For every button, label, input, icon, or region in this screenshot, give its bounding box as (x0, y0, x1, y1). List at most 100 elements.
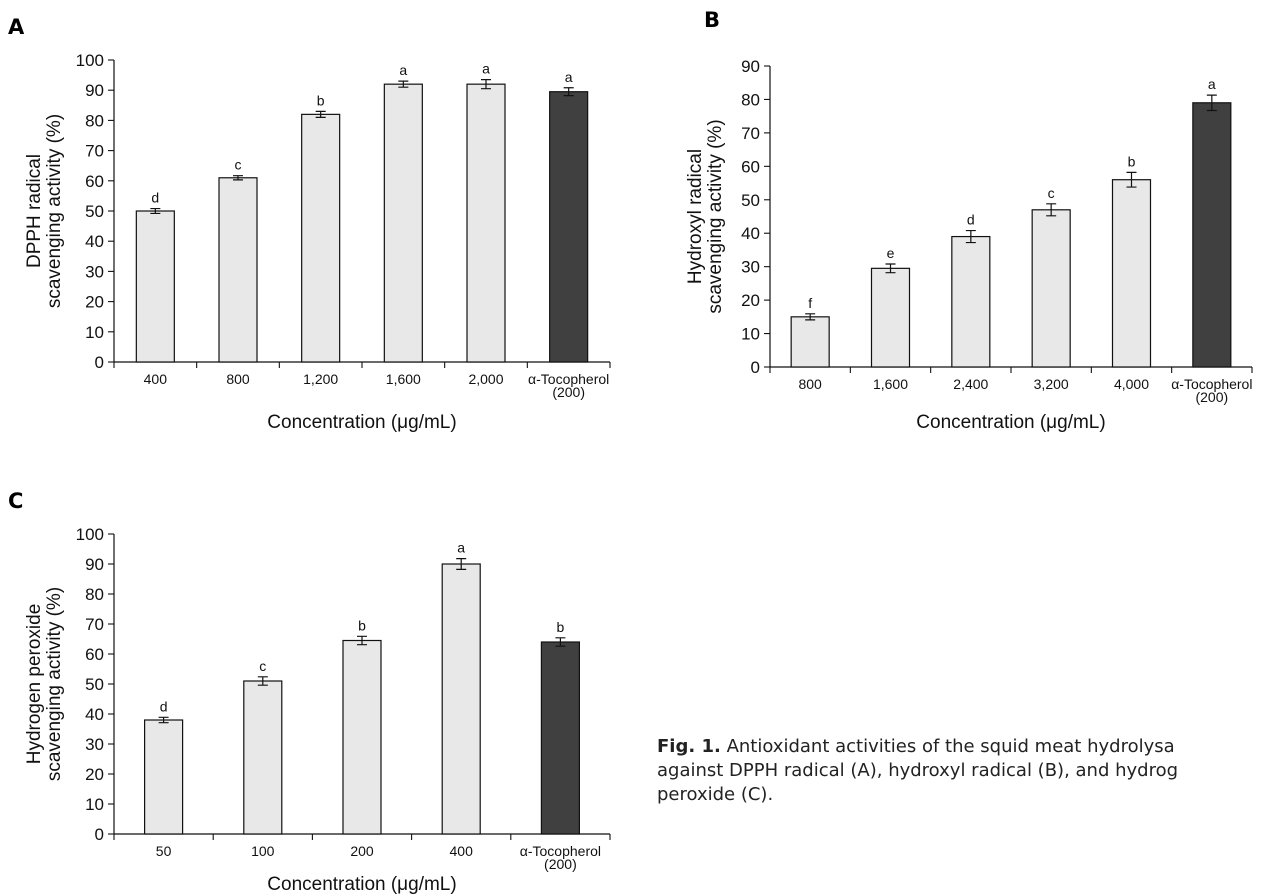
significance-letter: d (160, 698, 168, 714)
significance-letter: b (358, 617, 366, 633)
y-tick-label: 50 (85, 202, 104, 221)
y-axis-title-line: Hydroxyl radical (685, 149, 706, 284)
y-tick-label: 60 (741, 157, 760, 176)
significance-letter: b (1128, 153, 1136, 169)
y-tick-label: 60 (85, 645, 104, 664)
y-axis-title-line: Hydrogen peroxide (24, 604, 45, 765)
y-axis-title: DPPH radical scavenging activity (%) (24, 114, 65, 308)
y-tick-label: 10 (85, 323, 104, 342)
sample-bar (951, 235, 991, 368)
y-tick-label: 30 (741, 258, 760, 277)
x-tick-label: 4,000 (1114, 376, 1149, 392)
x-tick-label: 100 (251, 843, 275, 859)
y-tick-label: 50 (85, 675, 104, 694)
y-tick-label: 0 (95, 353, 104, 372)
control-bar (549, 91, 589, 363)
error-bar (150, 207, 161, 215)
error-bar (965, 229, 976, 244)
chart-hydroxyl: 0 10 20 30 40 50 60 70 80 90 f 800 e 1,600 d 2,400 c 3,20… (685, 57, 1253, 433)
sample-bar (1031, 209, 1071, 368)
error-bar (555, 637, 566, 647)
x-tick-label: 400 (450, 843, 474, 859)
sample-bar (383, 83, 423, 363)
x-tick-label: 1,200 (303, 371, 338, 387)
y-axis-title: Hydroxyl radical scavenging activity (%) (685, 119, 726, 313)
significance-letter: a (1208, 76, 1216, 92)
significance-letter: a (399, 62, 407, 78)
x-tick-label: 800 (798, 376, 822, 392)
sample-bar (243, 680, 283, 835)
significance-letter: c (259, 658, 266, 674)
x-tick-label: 2,000 (468, 371, 503, 387)
error-bar (158, 716, 169, 724)
control-bar (1192, 102, 1232, 368)
sample-bar (1111, 179, 1152, 368)
sample-bar (441, 563, 481, 835)
caption-line-2: against DPPH radical (A), hydroxyl radic… (657, 760, 1179, 781)
sample-bar (135, 210, 175, 363)
significance-letter: e (887, 245, 895, 261)
y-tick-label: 100 (76, 525, 104, 544)
y-tick-label: 80 (741, 90, 760, 109)
y-tick-label: 20 (741, 291, 760, 310)
y-tick-label: 100 (76, 51, 104, 70)
y-tick-label: 70 (85, 615, 104, 634)
caption-line-3: peroxide (C). (657, 784, 774, 805)
y-tick-label: 0 (751, 358, 760, 377)
error-bar (233, 175, 243, 181)
x-tick-label: (200) (552, 384, 585, 400)
significance-letter: d (151, 190, 159, 206)
significance-letter: d (967, 212, 975, 228)
error-bar (456, 558, 467, 570)
error-bar (315, 110, 326, 118)
error-bar (1206, 94, 1217, 112)
error-bar (398, 80, 409, 88)
x-tick-label: 200 (350, 843, 374, 859)
y-tick-label: 50 (741, 191, 760, 210)
y-axis-title-line: scavenging activity (%) (44, 114, 65, 308)
y-tick-label: 40 (741, 224, 760, 243)
y-axis-title-line: DPPH radical (24, 154, 45, 268)
y-tick-label: 0 (95, 825, 104, 844)
x-tick-label: 800 (226, 371, 250, 387)
chart-hydrogen-peroxide: 0 10 20 30 40 50 60 70 80 90 100 d 50 c 100 b 200 a 400 b α-… (24, 525, 611, 895)
x-tick-label: (200) (544, 856, 577, 872)
y-tick-label: 90 (85, 555, 104, 574)
y-tick-label: 20 (85, 293, 104, 312)
sample-bar (790, 316, 830, 368)
figure-caption: Fig. 1. Antioxidant activities of the sq… (657, 735, 1263, 807)
sample-bar (466, 83, 506, 363)
x-tick-label: 50 (156, 843, 172, 859)
chart-dpph: 0 10 20 30 40 50 60 70 80 90 100 d 400 c 800 b 1,200 a 1,6… (24, 51, 611, 433)
y-tick-label: 20 (85, 765, 104, 784)
x-tick-label: 2,400 (953, 376, 988, 392)
error-bar (357, 635, 367, 646)
y-tick-label: 80 (85, 585, 104, 604)
y-tick-label: 30 (85, 262, 104, 281)
x-tick-label: α-Tocopherol (528, 371, 609, 387)
error-bar (805, 313, 816, 321)
y-tick-label: 80 (85, 111, 104, 130)
caption-label: Fig. 1. (657, 736, 721, 757)
panel-letter-a: A (8, 15, 25, 39)
sample-bar (218, 177, 258, 363)
error-bar (257, 676, 268, 686)
x-tick-label: 1,600 (873, 376, 908, 392)
error-bar (481, 79, 491, 90)
x-tick-label: α-Tocopherol (1171, 376, 1252, 392)
significance-letter: b (557, 619, 565, 635)
significance-letter: c (235, 157, 242, 173)
y-tick-label: 70 (741, 124, 760, 143)
x-axis-title: Concentration (μg/mL) (267, 874, 456, 895)
significance-letter: a (565, 69, 573, 85)
x-tick-label: 1,600 (386, 371, 421, 387)
sample-bar (301, 113, 341, 363)
error-bar (1126, 171, 1137, 188)
y-tick-label: 30 (85, 735, 104, 754)
significance-letter: f (808, 295, 812, 311)
significance-letter: a (482, 61, 490, 77)
x-axis-title: Concentration (μg/mL) (916, 412, 1105, 433)
significance-letter: a (457, 540, 465, 556)
sample-bar (870, 267, 911, 368)
